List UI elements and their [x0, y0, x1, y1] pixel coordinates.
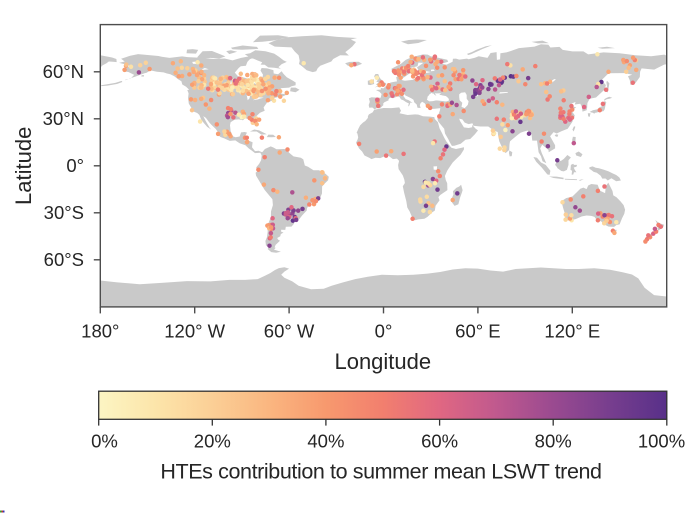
svg-text:40%: 40% [307, 431, 344, 452]
svg-text:120° E: 120° E [544, 321, 600, 342]
svg-text:60° E: 60° E [455, 321, 500, 342]
svg-text:120° W: 120° W [164, 321, 225, 342]
svg-text:0°: 0° [375, 321, 393, 342]
svg-text:20%: 20% [194, 431, 231, 452]
svg-text:60°S: 60°S [44, 249, 84, 270]
svg-text:60°N: 60°N [43, 61, 84, 82]
svg-text:0%: 0% [91, 431, 118, 452]
svg-text:80%: 80% [535, 431, 572, 452]
svg-text:60° W: 60° W [264, 321, 315, 342]
svg-text:100%: 100% [638, 431, 685, 452]
svg-text:30°S: 30°S [44, 202, 84, 223]
svg-text:Latitude: Latitude [11, 127, 36, 205]
svg-text:180°: 180° [81, 321, 119, 342]
svg-text:30°N: 30°N [43, 108, 84, 129]
svg-text:Longitude: Longitude [334, 349, 431, 374]
svg-text:HTEs contribution to summer me: HTEs contribution to summer mean LSWT tr… [160, 460, 601, 484]
svg-text:60%: 60% [421, 431, 458, 452]
svg-text:0°: 0° [66, 155, 84, 176]
